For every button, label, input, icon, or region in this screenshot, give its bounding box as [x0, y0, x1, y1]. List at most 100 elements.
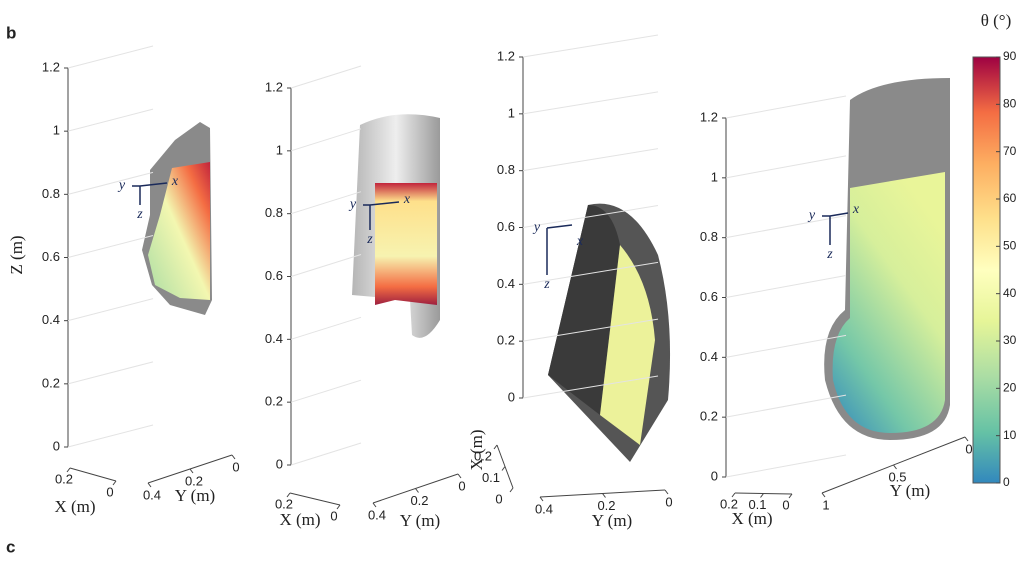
colorbar-tick-label: 90: [1003, 49, 1017, 63]
grid-line: [522, 34, 659, 58]
surface: [148, 162, 210, 300]
grid-line: [67, 108, 154, 132]
y-tick-label: 0.4: [368, 507, 386, 522]
grid-line: [522, 318, 659, 342]
y-tick-label: 0.5: [888, 469, 906, 484]
z-tick-label: 1: [711, 169, 718, 184]
grid-line: [67, 361, 154, 385]
shapes: [142, 56, 1001, 484]
z-tick-label: 0.6: [700, 289, 718, 304]
grid-line: [725, 95, 847, 119]
x-tick-label: 0: [495, 491, 502, 506]
y-axis-label: Y (m): [175, 486, 215, 505]
z-tick-label: 0.8: [497, 162, 515, 177]
panel-label: b: [6, 23, 16, 42]
x-tick-label: 0.1: [748, 497, 766, 512]
y-tick: [821, 492, 826, 498]
y-tick: [664, 489, 669, 495]
grid-line: [522, 261, 659, 285]
x-tick: [760, 493, 764, 498]
y-tick-label: 0: [965, 441, 972, 456]
y-tick: [893, 464, 897, 470]
x-axis-label: X (m): [54, 497, 95, 516]
x-tick-label: 0.2: [720, 496, 738, 511]
panel-label: c: [6, 537, 15, 556]
x-axis: [289, 492, 341, 506]
y-tick: [457, 473, 462, 479]
grid-line: [522, 375, 659, 399]
x-tick-label: 0: [106, 484, 113, 499]
z-tick-label: 1: [53, 123, 60, 138]
z-tick-label: 1.2: [42, 59, 60, 74]
z-tick-label: 0.2: [42, 375, 60, 390]
grid-line: [67, 45, 154, 69]
y-tick-label: 0: [458, 478, 465, 493]
colorbar-tick-label: 80: [1003, 97, 1017, 111]
y-tick-label: 0: [665, 494, 672, 509]
z-tick-label: 1: [276, 142, 283, 157]
z-tick-label: 0.4: [497, 276, 515, 291]
triad-label: x: [576, 234, 584, 249]
grid-line: [67, 171, 154, 195]
x-axis-label: X (m): [467, 429, 486, 470]
x-axis-label: X (m): [731, 509, 772, 528]
z-tick-label: 1: [508, 105, 515, 120]
colorbar-title: θ (°): [981, 11, 1012, 30]
y-tick-label: 0.2: [185, 473, 203, 488]
x-tick-label: 0.2: [55, 471, 73, 486]
shell: [548, 205, 620, 415]
triad-label: z: [543, 277, 550, 292]
y-axis-label: Y (m): [890, 481, 930, 500]
x-tick-label: 0.2: [474, 448, 492, 463]
x-tick: [509, 487, 514, 493]
y-tick: [231, 454, 236, 460]
x-tick-label: 0: [330, 508, 337, 523]
z-tick-label: 0.8: [265, 205, 283, 220]
grid-line: [290, 442, 362, 466]
colorbar-tick-label: 40: [1003, 286, 1017, 300]
x-tick: [788, 493, 793, 499]
z-tick-label: 0: [276, 456, 283, 471]
y-tick: [539, 496, 544, 502]
y-tick: [372, 502, 377, 508]
triad-label: y: [348, 197, 357, 212]
z-axis-label: Z (m): [7, 235, 26, 274]
grid-line: [725, 215, 847, 239]
grid-line: [290, 191, 362, 215]
y-tick: [147, 482, 152, 488]
grid-line: [522, 205, 659, 228]
x-tick: [112, 480, 117, 486]
x-tick: [286, 492, 291, 498]
surface: [600, 245, 655, 445]
z-tick-label: 0.6: [42, 249, 60, 264]
y-tick: [189, 468, 194, 474]
triad-label: z: [366, 232, 373, 247]
surface: [375, 183, 437, 305]
x-tick-label: 0.2: [275, 496, 293, 511]
triad-label: x: [403, 192, 411, 207]
grid-line: [725, 334, 847, 358]
grid-line: [290, 316, 362, 340]
x-tick: [501, 466, 506, 471]
z-tick-label: 0: [508, 389, 515, 404]
x-tick: [66, 467, 71, 473]
x-axis-label: X (m): [279, 510, 320, 529]
z-tick-label: 0.6: [497, 219, 515, 234]
triad-label: z: [826, 247, 833, 262]
grid-line: [290, 65, 362, 89]
y-tick: [602, 493, 606, 498]
z-tick-label: 0.2: [265, 394, 283, 409]
colorbar-tick-label: 0: [1003, 475, 1010, 489]
colorbar-tick-label: 70: [1003, 144, 1017, 158]
z-tick-label: 0.2: [700, 409, 718, 424]
y-axis-label: Y (m): [592, 511, 632, 530]
triad-label: y: [532, 220, 541, 235]
z-tick-label: 1.2: [700, 109, 718, 124]
z-tick-label: 1.2: [497, 48, 515, 63]
x-tick: [336, 504, 341, 510]
triad-label: x: [852, 202, 860, 217]
surface: [832, 172, 945, 433]
colorbar-tick-label: 60: [1003, 191, 1017, 205]
z-tick-label: 0.4: [700, 349, 718, 364]
